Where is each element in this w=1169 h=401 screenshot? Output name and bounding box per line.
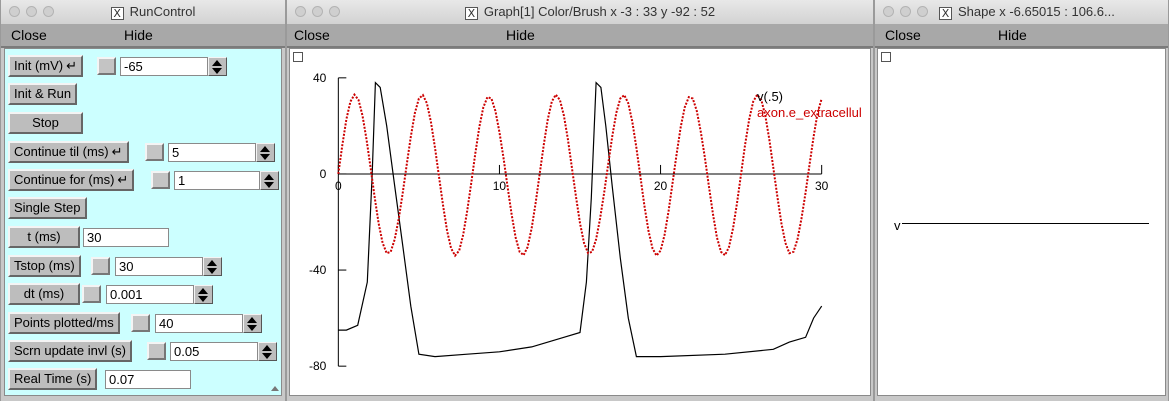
screen-update-button[interactable]: Scrn update invl (s) [8,340,132,362]
axon-section-line[interactable] [902,223,1149,224]
stepper-up-icon[interactable] [247,317,257,323]
x11-icon: X [111,7,124,20]
graph-menubar: Close Hide [287,24,873,48]
shape-menubar: Close Hide [875,24,1168,48]
continue-for-checkbox[interactable] [151,171,170,189]
hide-menu[interactable]: Hide [506,27,535,43]
points-plotted-checkbox[interactable] [131,314,150,332]
x-tick-label: 30 [815,179,829,193]
continue-til-button[interactable]: Continue til (ms) ↵ [8,141,129,163]
stepper-down-icon[interactable] [207,268,217,274]
graph-canvas[interactable]: 0 10 20 30 40 0 -40 -80 v(.5) axon.e_extracellul [289,48,871,396]
init-field[interactable]: -65 [120,57,208,76]
stepper-up-icon[interactable] [212,60,222,66]
stepper-up-icon[interactable] [198,288,208,294]
real-time-field: 0.07 [105,370,191,389]
init-label: Init (mV) [14,58,63,73]
stepper-up-icon[interactable] [207,260,217,266]
window-title: Shape x -6.65015 : 106.6... [958,4,1115,19]
tstop-button[interactable]: Tstop (ms) [8,255,81,277]
init-and-run-button[interactable]: Init & Run [8,83,77,105]
continue-for-stepper[interactable] [260,171,279,190]
graph-window: X Graph[1] Color/Brush x -3 : 33 y -92 : … [286,0,874,401]
continue-til-field[interactable]: 5 [168,143,256,162]
stepper-down-icon[interactable] [198,296,208,302]
runcontrol-titlebar[interactable]: X RunControl [1,0,285,25]
dt-checkbox[interactable] [82,285,101,303]
continue-for-field[interactable]: 1 [174,171,260,190]
graph-titlebar[interactable]: X Graph[1] Color/Brush x -3 : 33 y -92 : … [287,0,873,25]
stepper-down-icon[interactable] [262,353,272,359]
real-time-button[interactable]: Real Time (s) [8,368,97,390]
points-plotted-stepper[interactable] [243,314,262,333]
init-button[interactable]: Init (mV) ↵ [8,55,83,77]
runcontrol-panel: Init (mV) ↵ -65 Init & Run Stop Continue … [4,48,282,396]
stepper-down-icon[interactable] [212,68,222,74]
series-line-extracellular [338,95,821,256]
scroll-up-icon[interactable] [271,386,279,391]
dt-button[interactable]: dt (ms) [8,283,80,305]
close-menu[interactable]: Close [294,27,330,43]
points-plotted-field[interactable]: 40 [155,314,243,333]
t-button[interactable]: t (ms) [8,226,80,248]
init-stepper[interactable] [208,57,227,76]
return-icon: ↵ [117,173,128,188]
shape-window: X Shape x -6.65015 : 106.6... Close Hide … [874,0,1169,401]
x-tick-label: 20 [654,179,668,193]
t-field[interactable]: 30 [83,228,169,247]
shape-titlebar[interactable]: X Shape x -6.65015 : 106.6... [875,0,1168,25]
tstop-stepper[interactable] [203,257,222,276]
stepper-up-icon[interactable] [264,174,274,180]
screen-update-stepper[interactable] [258,342,277,361]
shape-section-label: v [894,218,901,233]
stop-button[interactable]: Stop [8,112,83,134]
return-icon: ↵ [66,59,77,74]
tstop-checkbox[interactable] [91,257,110,275]
continue-til-stepper[interactable] [256,143,275,162]
stepper-up-icon[interactable] [260,146,270,152]
legend-entry: v(.5) [757,89,783,104]
x11-icon: X [465,7,478,20]
hide-menu[interactable]: Hide [998,27,1027,43]
stepper-up-icon[interactable] [262,345,272,351]
y-tick-label: -40 [309,263,327,277]
screen-update-checkbox[interactable] [147,342,166,360]
continue-for-button[interactable]: Continue for (ms) ↵ [8,169,134,191]
return-icon: ↵ [112,145,123,160]
points-plotted-button[interactable]: Points plotted/ms [8,312,120,334]
single-step-button[interactable]: Single Step [8,197,87,219]
continue-til-label: Continue til (ms) [14,144,109,159]
tstop-field[interactable]: 30 [115,257,203,276]
runcontrol-menubar: Close Hide [1,24,285,48]
stepper-down-icon[interactable] [264,182,274,188]
window-title: Graph[1] Color/Brush x -3 : 33 y -92 : 5… [484,4,715,19]
hide-menu[interactable]: Hide [124,27,153,43]
x11-icon: X [939,7,952,20]
y-tick-label: 40 [313,71,327,85]
dt-field[interactable]: 0.001 [106,285,194,304]
stepper-down-icon[interactable] [247,325,257,331]
x-tick-label: 10 [493,179,507,193]
window-title: RunControl [130,4,196,19]
runcontrol-window: X RunControl Close Hide Init (mV) ↵ -65 In… [0,0,286,401]
dt-stepper[interactable] [194,285,213,304]
continue-for-label: Continue for (ms) [14,172,114,187]
y-tick-label: -80 [309,359,327,373]
shape-canvas[interactable]: v [877,48,1166,396]
stepper-down-icon[interactable] [260,154,270,160]
close-menu[interactable]: Close [885,27,921,43]
init-checkbox[interactable] [97,57,116,75]
screen-update-field[interactable]: 0.05 [170,342,258,361]
y-tick-label: 0 [320,167,327,181]
x-tick-label: 0 [335,179,342,193]
voltage-chart[interactable]: 0 10 20 30 40 0 -40 -80 v(.5)axon.e_extracellul [290,49,870,395]
legend-entry: axon.e_extracellul [757,105,862,120]
shape-menu-checkbox[interactable] [881,52,891,62]
close-menu[interactable]: Close [11,27,47,43]
continue-til-checkbox[interactable] [145,143,164,161]
